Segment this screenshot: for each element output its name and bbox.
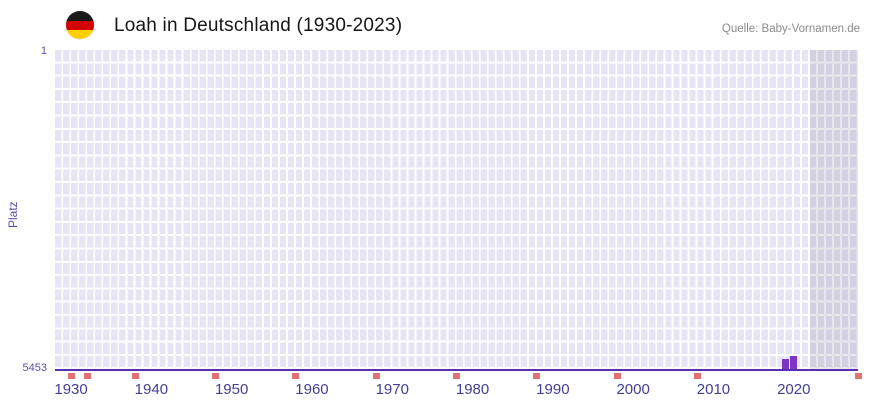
x-tick-1950: 1950	[214, 381, 249, 398]
bar-2019[interactable]	[782, 358, 790, 369]
source-attribution: Quelle: Baby-Vornamen.de	[721, 23, 860, 35]
no-data-mark-1938	[131, 373, 139, 379]
no-data-mark-2008	[693, 373, 701, 379]
flag-stripe-gold	[66, 29, 94, 39]
flag-stripe-black	[66, 11, 94, 21]
x-tick-1980: 1980	[455, 381, 490, 398]
y-axis-label: Platz	[6, 201, 20, 228]
flag-stripe-red	[66, 20, 94, 30]
x-tick-2010: 2010	[696, 381, 731, 398]
future-no-data-region	[809, 50, 858, 369]
no-data-mark-1978	[453, 373, 460, 379]
chart-title: Loah in Deutschland (1930-2023)	[114, 15, 403, 36]
x-tick-1970: 1970	[375, 381, 409, 398]
no-data-mark-1988	[533, 373, 541, 379]
no-data-mark-1948	[212, 373, 220, 379]
x-tick-1990: 1990	[536, 381, 570, 398]
plot-area	[55, 50, 858, 371]
no-data-mark-1932	[83, 373, 91, 379]
x-tick-2000: 2000	[616, 381, 650, 398]
x-tick-1960: 1960	[295, 381, 329, 398]
no-data-mark-1930	[67, 373, 75, 379]
y-tick-bottom: 5453	[22, 362, 47, 374]
bar-2020[interactable]	[790, 355, 798, 369]
no-data-mark-1998	[613, 373, 621, 379]
german-flag-icon	[66, 11, 94, 39]
x-tick-1930: 1930	[54, 381, 88, 398]
no-data-mark-2028	[854, 373, 862, 379]
y-tick-top: 1	[40, 45, 47, 57]
no-data-mark-1958	[292, 373, 300, 379]
no-data-mark-1968	[372, 373, 380, 379]
x-tick-2020: 2020	[777, 381, 811, 398]
x-tick-1940: 1940	[134, 381, 169, 398]
